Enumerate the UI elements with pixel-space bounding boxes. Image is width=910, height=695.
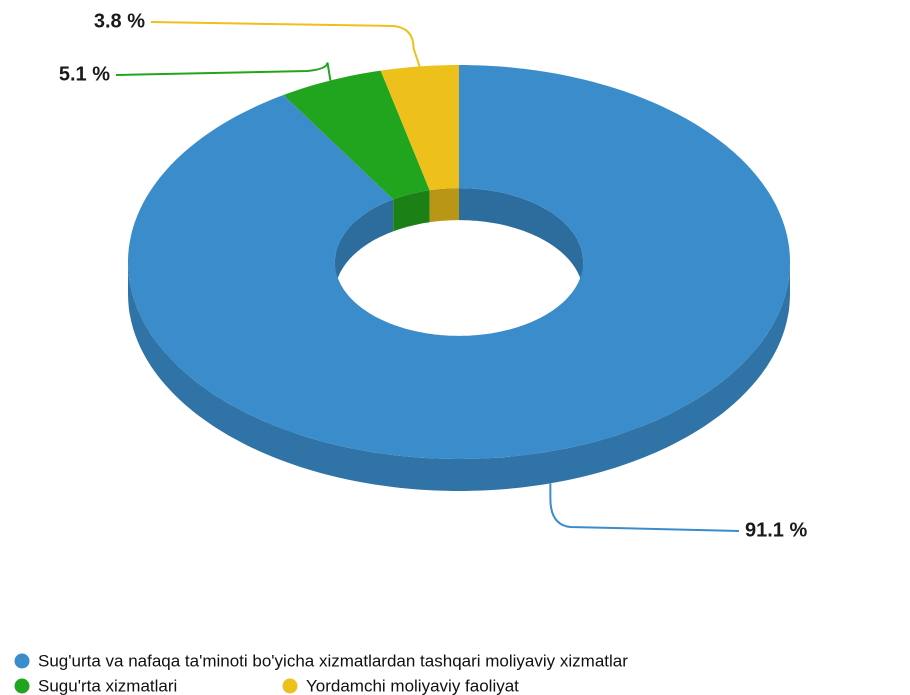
tops <box>128 65 790 459</box>
inner-wall <box>459 188 584 294</box>
value-label: 3.8 % <box>94 10 145 32</box>
slice <box>380 65 459 191</box>
inner-wall <box>393 190 430 232</box>
legend-marker <box>282 678 298 694</box>
legend-label: Sug'urta va nafaqa ta'minoti bo'yicha xi… <box>38 651 628 670</box>
inner-wall <box>334 199 394 294</box>
value-label: 91.1 % <box>745 519 807 541</box>
inner-wall <box>429 188 459 223</box>
legend-label: Yordamchi moliyaviy faoliyat <box>306 676 519 695</box>
slice <box>128 65 790 459</box>
slice <box>283 70 430 200</box>
legend-label: Sugu'rta xizmatlari <box>38 676 177 695</box>
value-label: 5.1 % <box>59 63 110 85</box>
leader-line <box>150 21 421 67</box>
legend-marker <box>14 653 30 669</box>
leader-line <box>115 62 332 81</box>
outer-wall <box>128 262 790 491</box>
legend-marker <box>14 678 30 694</box>
leader-line <box>549 483 740 532</box>
walls <box>128 188 790 491</box>
